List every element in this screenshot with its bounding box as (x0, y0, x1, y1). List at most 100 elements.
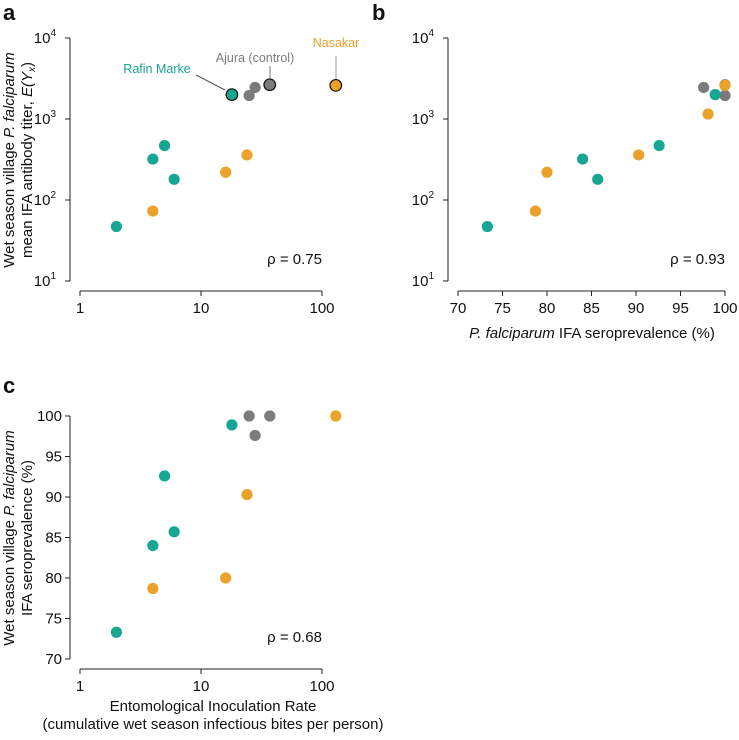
data-point-teal (147, 540, 159, 552)
y-tick-label: 100 (37, 408, 62, 425)
data-point-gray (243, 410, 255, 422)
y-tick-base: 85 (45, 530, 62, 547)
y-tick-label: 103 (412, 109, 435, 128)
x-tick-label: 1 (76, 678, 84, 695)
y-tick-exponent: 4 (428, 28, 434, 39)
data-point-orange (241, 488, 253, 501)
village-label: Ajura (control) (216, 51, 295, 65)
y-tick-exponent: 1 (428, 271, 434, 282)
y-tick-exponent: 3 (428, 109, 434, 120)
data-point-orange (541, 166, 553, 178)
y-title-text: Wet season village (1, 138, 18, 268)
x-tick-label: 90 (628, 300, 645, 317)
data-point-teal (158, 470, 171, 482)
y-tick-base: 10 (412, 111, 429, 128)
y-tick-label: 102 (34, 190, 57, 209)
y-tick-base: 80 (45, 570, 62, 587)
y-tick-label: 102 (412, 190, 435, 209)
data-point-teal (110, 220, 123, 233)
y-tick-base: 75 (45, 611, 62, 628)
x-tick-label: 10 (193, 300, 210, 317)
x-tick-label: 85 (583, 300, 600, 317)
y-title-text: ) (19, 62, 36, 67)
y-tick-base: 100 (37, 408, 62, 425)
y-tick-base: 90 (45, 489, 62, 506)
data-point-gray (249, 429, 261, 442)
village-label: Nasakar (313, 36, 360, 50)
y-tick-label: 80 (45, 570, 62, 587)
data-point-gray (243, 89, 255, 102)
y-title-text: mean IFA antibody titer, (19, 97, 36, 258)
data-point-teal (168, 173, 180, 185)
panel-label-b: b (372, 0, 385, 25)
data-point-orange (330, 410, 342, 422)
y-tick-exponent: 2 (50, 190, 56, 201)
y-tick-label: 90 (45, 489, 62, 506)
data-point-teal (158, 139, 171, 152)
data-point-teal (481, 220, 493, 233)
data-point-teal (709, 89, 721, 101)
y-title-text: Wet season village (1, 516, 18, 646)
x-tick-label: 100 (309, 678, 334, 695)
data-point-orange (719, 79, 731, 91)
y-tick-label: 103 (34, 109, 57, 128)
y-tick-label: 70 (45, 651, 62, 668)
data-point-teal (653, 139, 665, 152)
x-title-italic: P. falciparum (469, 325, 555, 342)
data-point-teal (226, 419, 238, 431)
correlation-annotation: ρ = 0.68 (267, 629, 322, 646)
data-point-gray (263, 78, 277, 92)
village-label: Rafin Marke (123, 62, 190, 76)
y-tick-base: 95 (45, 449, 62, 466)
y-tick-exponent: 3 (50, 109, 56, 120)
y-tick-base: 10 (412, 273, 429, 290)
data-point-orange (329, 78, 343, 92)
y-tick-base: 10 (34, 273, 51, 290)
y-tick-label: 85 (45, 530, 62, 547)
y-axis-title-line2: mean IFA antibody titer, E(Yx) (19, 62, 38, 258)
data-point-orange (529, 205, 542, 217)
x-tick-label: 10 (193, 678, 210, 695)
x-tick-label: 100 (309, 300, 334, 317)
y-tick-label: 101 (34, 271, 57, 290)
data-point-orange (241, 149, 253, 161)
data-point-orange (147, 205, 159, 217)
data-point-orange (220, 572, 232, 584)
y-axis-title-line2: IFA seroprevalence (%) (19, 460, 36, 616)
y-tick-exponent: 4 (50, 28, 56, 39)
x-tick-label: 70 (450, 300, 467, 317)
y-tick-base: 70 (45, 651, 62, 668)
correlation-annotation: ρ = 0.93 (670, 251, 725, 268)
data-point-teal (168, 526, 180, 538)
data-point-teal (577, 153, 589, 165)
y-tick-label: 104 (412, 28, 435, 47)
data-point-gray (249, 81, 261, 94)
y-tick-label: 75 (45, 611, 62, 628)
y-tick-label: 101 (412, 271, 435, 290)
x-tick-label: 1 (76, 300, 84, 317)
data-point-teal (592, 173, 604, 185)
x-axis-title-line2: (cumulative wet season infectious bites … (42, 716, 383, 733)
data-point-orange (220, 166, 232, 178)
y-title-subscript: x (27, 66, 38, 73)
y-title-italic: P. falciparum (1, 52, 18, 138)
x-tick-label: 100 (712, 300, 737, 317)
y-tick-base: 10 (34, 192, 51, 209)
y-tick-exponent: 1 (50, 271, 56, 282)
data-point-orange (147, 582, 159, 595)
y-tick-base: 10 (412, 30, 429, 47)
y-tick-exponent: 2 (428, 190, 434, 201)
y-tick-label: 104 (34, 28, 57, 47)
y-axis-title-line1: Wet season village P. falciparum (1, 430, 18, 645)
data-point-teal (110, 626, 123, 638)
panel-label-c: c (3, 373, 15, 398)
y-title-text: IFA seroprevalence (%) (19, 460, 36, 616)
data-point-teal (225, 88, 239, 102)
x-axis-title: P. falciparum IFA seroprevalence (%) (469, 325, 715, 342)
y-axis-title-line1: Wet season village P. falciparum (1, 52, 18, 267)
y-tick-base: 10 (34, 30, 51, 47)
y-tick-base: 10 (34, 111, 51, 128)
x-axis-title-line1: Entomological Inoculation Rate (110, 698, 317, 715)
